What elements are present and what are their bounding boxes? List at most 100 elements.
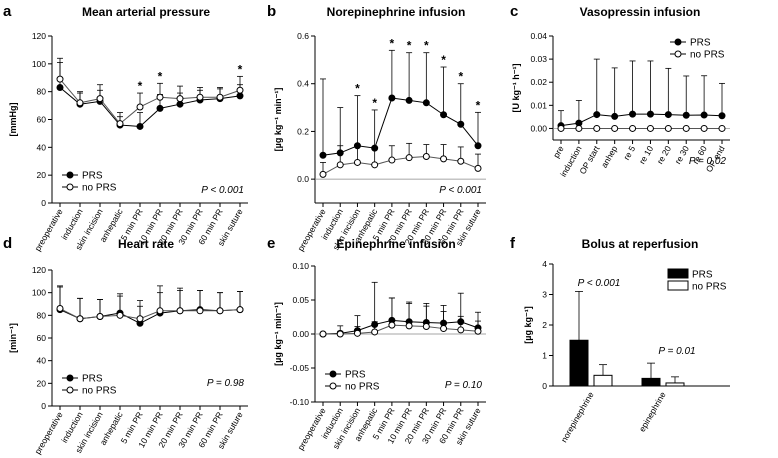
data-point-no-prs	[76, 315, 84, 323]
panel-label: f	[510, 235, 516, 252]
data-point-no-prs	[319, 170, 327, 178]
bar-no-prs	[665, 382, 685, 387]
data-point-prs	[664, 111, 672, 119]
y-tick-label: 100	[32, 59, 46, 69]
y-tick-label: 40	[37, 356, 47, 366]
data-point-prs	[405, 96, 413, 104]
data-point-prs	[629, 110, 637, 118]
y-tick-label: 60	[37, 115, 47, 125]
y-tick-label: 0	[41, 198, 46, 208]
y-tick-label: -0.05	[290, 363, 310, 373]
bar-prs	[569, 339, 589, 387]
significance-star: *	[138, 79, 143, 93]
data-point-prs	[136, 122, 144, 130]
data-point-prs	[56, 83, 64, 91]
y-tick-label: 20	[37, 170, 47, 180]
data-point-no-prs	[611, 124, 619, 132]
bar-no-prs	[593, 374, 613, 387]
y-tick-label: 120	[32, 31, 46, 41]
legend-label-prs: PRS	[345, 370, 366, 381]
data-point-no-prs	[236, 306, 244, 314]
series-line-no-prs	[322, 155, 479, 175]
x-tick-label: norepinephrine	[559, 390, 596, 444]
data-point-no-prs	[116, 311, 124, 319]
legend-marker-no-prs	[674, 50, 682, 58]
y-tick-label: 0.03	[530, 54, 547, 64]
data-point-prs	[440, 111, 448, 119]
panel-label: b	[267, 3, 276, 20]
x-tick-label: re 5	[621, 144, 637, 162]
data-point-no-prs	[629, 124, 637, 132]
data-point-no-prs	[557, 124, 565, 132]
y-tick-label: 0.02	[530, 77, 547, 87]
series-line-prs	[59, 87, 241, 127]
data-point-no-prs	[422, 323, 430, 331]
data-point-no-prs	[440, 325, 448, 333]
legend-marker-prs	[66, 374, 74, 382]
series-line-prs	[59, 309, 241, 324]
p-value-annotation: P < 0.001	[439, 185, 482, 196]
panel-vasopressin-infusion: c Vasopressin infusion 0.00 0.01 0.02 0.03 0.0…	[510, 3, 730, 178]
data-point-no-prs	[718, 124, 726, 132]
data-point-no-prs	[388, 321, 396, 329]
data-point-no-prs	[156, 307, 164, 315]
data-point-no-prs	[176, 95, 184, 103]
data-point-no-prs	[353, 329, 361, 337]
data-point-no-prs	[196, 307, 204, 315]
bar-prs	[641, 377, 661, 387]
significance-star: *	[476, 98, 481, 112]
data-point-no-prs	[646, 124, 654, 132]
legend-label-prs: PRS	[82, 171, 103, 182]
data-point-prs	[422, 99, 430, 107]
legend-marker-no-prs	[66, 386, 74, 394]
y-axis-label: [U kg⁻¹ h⁻¹]	[511, 64, 521, 113]
significance-star: *	[158, 69, 163, 83]
y-axis-label: [min⁻¹]	[8, 323, 18, 353]
y-axis-label: [µg kg⁻¹]	[523, 306, 533, 343]
legend-marker-no-prs	[66, 183, 74, 191]
significance-star: *	[355, 82, 360, 96]
panel-label: a	[3, 3, 12, 20]
x-tick-label: re 20	[655, 144, 673, 166]
y-tick-label: 40	[37, 142, 47, 152]
x-tick-label: pre	[551, 144, 566, 160]
y-tick-label: 0.2	[297, 126, 309, 136]
data-point-no-prs	[136, 315, 144, 323]
data-point-no-prs	[236, 86, 244, 94]
data-point-no-prs	[422, 152, 430, 160]
y-tick-label: 0.04	[530, 31, 547, 41]
data-point-no-prs	[176, 307, 184, 315]
data-point-no-prs	[196, 93, 204, 101]
x-tick-label: re 10	[637, 144, 655, 166]
data-point-no-prs	[353, 158, 361, 166]
y-tick-label: 0.10	[292, 261, 309, 271]
data-point-no-prs	[405, 154, 413, 162]
y-tick-label: 120	[32, 265, 46, 275]
data-point-no-prs	[682, 124, 690, 132]
significance-star: *	[441, 53, 446, 67]
p-value-annotation: P = 0.10	[445, 380, 483, 391]
data-point-no-prs	[96, 95, 104, 103]
data-point-prs	[593, 111, 601, 119]
data-point-prs	[700, 111, 708, 119]
data-point-no-prs	[664, 124, 672, 132]
significance-star: *	[372, 96, 377, 110]
chart-title: Norepinephrine infusion	[327, 5, 466, 19]
legend-label-prs: PRS	[692, 270, 713, 281]
y-tick-label: 1	[542, 351, 547, 361]
legend-box-prs	[667, 268, 689, 279]
legend-label-no-prs: no PRS	[82, 183, 117, 194]
legend-label-no-prs: no PRS	[345, 382, 380, 393]
data-point-no-prs	[371, 328, 379, 336]
data-point-no-prs	[457, 326, 465, 334]
y-tick-label: 0	[41, 401, 46, 411]
y-tick-label: 20	[37, 378, 47, 388]
panel-heart-rate: d Heart rate 0 20 40 60 80 100 120 [min⁻¹] preoper…	[3, 235, 248, 456]
series-line-prs	[322, 319, 479, 335]
panel-bolus-at-reperfusion: f Bolus at reperfusion 0 1 2 3 4 [µg kg⁻¹] norep…	[510, 235, 730, 444]
p-value-annotation: P = 0.01	[658, 346, 695, 357]
significance-star: *	[238, 62, 243, 76]
legend-label-prs: PRS	[690, 38, 711, 49]
x-tick-label: preoperative	[32, 410, 64, 456]
